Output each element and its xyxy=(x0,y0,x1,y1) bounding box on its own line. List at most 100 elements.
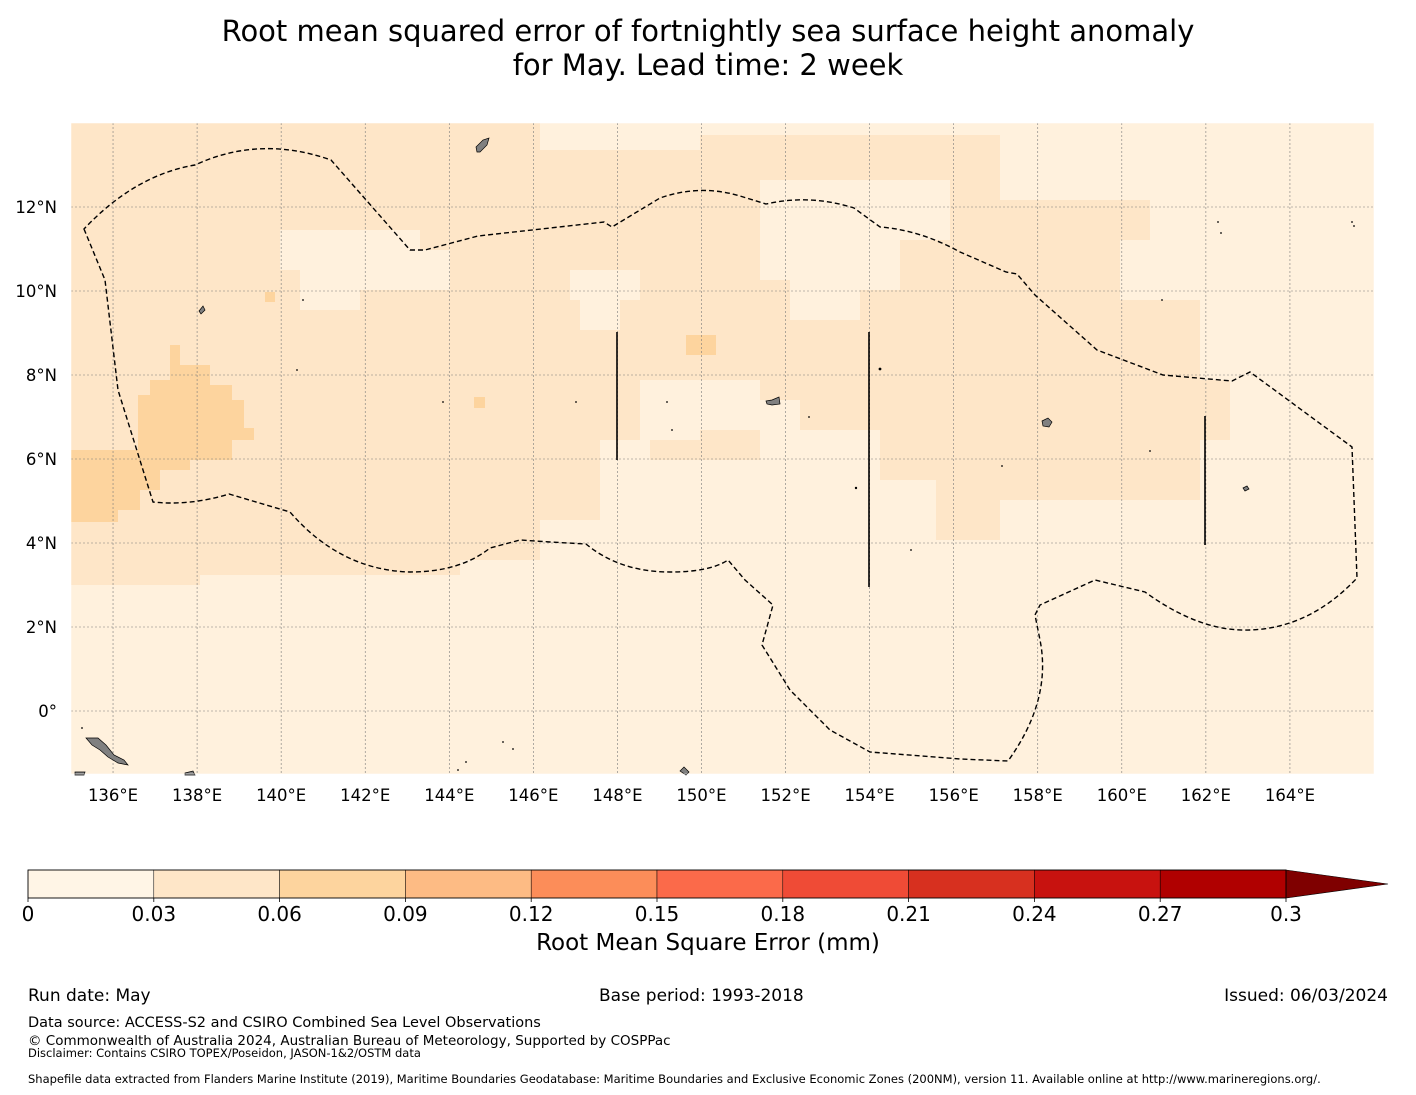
islet-8 xyxy=(878,367,882,371)
lat-tick-label: 6°N xyxy=(26,450,57,469)
field-zone-light-4 xyxy=(640,380,760,440)
lon-tick-label: 164°E xyxy=(1265,786,1315,805)
islet-19 xyxy=(457,769,459,771)
island-south-edge-1 xyxy=(74,771,86,776)
colorbar: 0 0.03 0.06 0.09 0.12 0.15 0.18 0.21 0.24 0.27 0.3 xyxy=(22,869,1389,926)
islet-3 xyxy=(442,401,444,403)
title-line-1: Root mean squared error of fortnightly s… xyxy=(221,14,1195,48)
field-zone-high xyxy=(71,345,254,522)
colorbar-segment xyxy=(153,869,280,899)
lat-tick-label: 0° xyxy=(38,702,57,721)
island-pohnpei xyxy=(1041,417,1053,428)
issued-date: Issued: 06/03/2024 xyxy=(1224,986,1388,1006)
island-kosrae xyxy=(1242,485,1250,492)
colorbar-tick-label: 0.06 xyxy=(257,902,302,926)
field-spot-1 xyxy=(686,335,716,355)
lon-tick-label: 144°E xyxy=(424,786,474,805)
lon-tick-label: 154°E xyxy=(845,786,895,805)
shapefile-credit: Shapefile data extracted from Flanders M… xyxy=(28,1072,1321,1086)
island-chuuk xyxy=(765,396,781,406)
eez-boundary xyxy=(83,148,1358,762)
longitude-labels: 136°E 138°E 140°E 142°E 144°E 146°E 148°E 150°E… xyxy=(88,786,1315,805)
colorbar-extend-arrow xyxy=(1285,869,1389,899)
lon-tick-label: 156°E xyxy=(929,786,979,805)
islet-22 xyxy=(512,748,514,750)
lon-tick-label: 150°E xyxy=(676,786,726,805)
lon-tick-label: 146°E xyxy=(508,786,558,805)
islet-2 xyxy=(302,299,304,301)
island-palau xyxy=(198,305,206,315)
colorbar-segment xyxy=(656,869,784,899)
islet-9 xyxy=(854,486,858,490)
island-new-guinea-north xyxy=(85,737,129,766)
islet-7 xyxy=(808,416,810,418)
islet-11 xyxy=(1001,465,1003,467)
lon-tick-label: 140°E xyxy=(256,786,306,805)
colorbar-segment xyxy=(782,869,909,899)
islet-1 xyxy=(296,369,298,371)
islet-6 xyxy=(671,429,673,431)
islet-4 xyxy=(575,401,577,403)
lat-tick-label: 2°N xyxy=(26,618,57,637)
colorbar-ticks: 0 0.03 0.06 0.09 0.12 0.15 0.18 0.21 0.24 0.27 0.3 xyxy=(22,898,1302,926)
field-spot-2 xyxy=(474,397,485,408)
islet-5 xyxy=(666,401,668,403)
land-islands xyxy=(74,137,1250,776)
islet-13 xyxy=(1161,299,1163,301)
colorbar-tick-label: 0.12 xyxy=(509,902,554,926)
lon-tick-label: 136°E xyxy=(88,786,138,805)
disclaimer: Disclaimer: Contains CSIRO TOPEX/Poseido… xyxy=(28,1046,421,1060)
islet-18 xyxy=(81,727,83,729)
colorbar-tick-label: 0 xyxy=(22,902,35,926)
colorbar-segment xyxy=(279,869,406,899)
colorbar-tick-label: 0.3 xyxy=(1270,902,1302,926)
islet-16 xyxy=(1351,221,1353,223)
colorbar-tick-label: 0.21 xyxy=(886,902,931,926)
islet-15 xyxy=(1220,232,1222,234)
gridlines xyxy=(71,123,1374,774)
small-islets xyxy=(81,221,1355,771)
colorbar-tick-label: 0.15 xyxy=(635,902,680,926)
lon-tick-label: 152°E xyxy=(760,786,810,805)
map-frame xyxy=(70,122,1375,775)
islet-17 xyxy=(1353,225,1355,227)
latitude-labels: 12°N 10°N 8°N 6°N 4°N 2°N 0° xyxy=(15,198,57,721)
lon-tick-label: 160°E xyxy=(1097,786,1147,805)
colorbar-segment xyxy=(405,869,532,899)
lon-tick-label: 142°E xyxy=(340,786,390,805)
colorbar-tick-label: 0.03 xyxy=(132,902,177,926)
colorbar-segment xyxy=(908,869,1035,899)
lat-tick-label: 12°N xyxy=(15,198,57,217)
lat-tick-label: 4°N xyxy=(26,534,57,553)
colorbar-segment xyxy=(1034,869,1161,899)
lon-tick-label: 162°E xyxy=(1181,786,1231,805)
lon-tick-label: 158°E xyxy=(1013,786,1063,805)
chart-title: Root mean squared error of fortnightly s… xyxy=(0,14,1416,82)
base-period: Base period: 1993-2018 xyxy=(599,986,804,1006)
islet-20 xyxy=(465,761,467,763)
copyright: © Commonwealth of Australia 2024, Austra… xyxy=(28,1033,671,1049)
colorbar-segments xyxy=(27,869,1287,899)
colorbar-label: Root Mean Square Error (mm) xyxy=(536,930,880,956)
lat-tick-label: 10°N xyxy=(15,282,57,301)
map-panel: 136°E 138°E 140°E 142°E 144°E 146°E 148°E 150°E… xyxy=(15,122,1375,805)
colorbar-tick-label: 0.27 xyxy=(1138,902,1183,926)
field-spot-3 xyxy=(265,292,275,302)
rmse-field xyxy=(71,123,1374,774)
lon-tick-label: 138°E xyxy=(172,786,222,805)
section-lines xyxy=(616,332,1206,587)
colorbar-segment xyxy=(530,869,658,899)
colorbar-segment xyxy=(1159,869,1287,899)
colorbar-tick-label: 0.18 xyxy=(761,902,806,926)
field-zone-light-3 xyxy=(760,180,950,320)
title-line-2: for May. Lead time: 2 week xyxy=(512,48,904,82)
field-zone-light-2 xyxy=(570,270,640,330)
islet-10 xyxy=(910,549,912,551)
lon-tick-label: 148°E xyxy=(592,786,642,805)
colorbar-tick-label: 0.09 xyxy=(383,902,428,926)
colorbar-segment xyxy=(27,869,155,899)
island-manus xyxy=(679,766,690,776)
data-source: Data source: ACCESS-S2 and CSIRO Combine… xyxy=(28,1015,541,1031)
run-date: Run date: May xyxy=(28,986,151,1006)
islet-21 xyxy=(502,741,504,743)
